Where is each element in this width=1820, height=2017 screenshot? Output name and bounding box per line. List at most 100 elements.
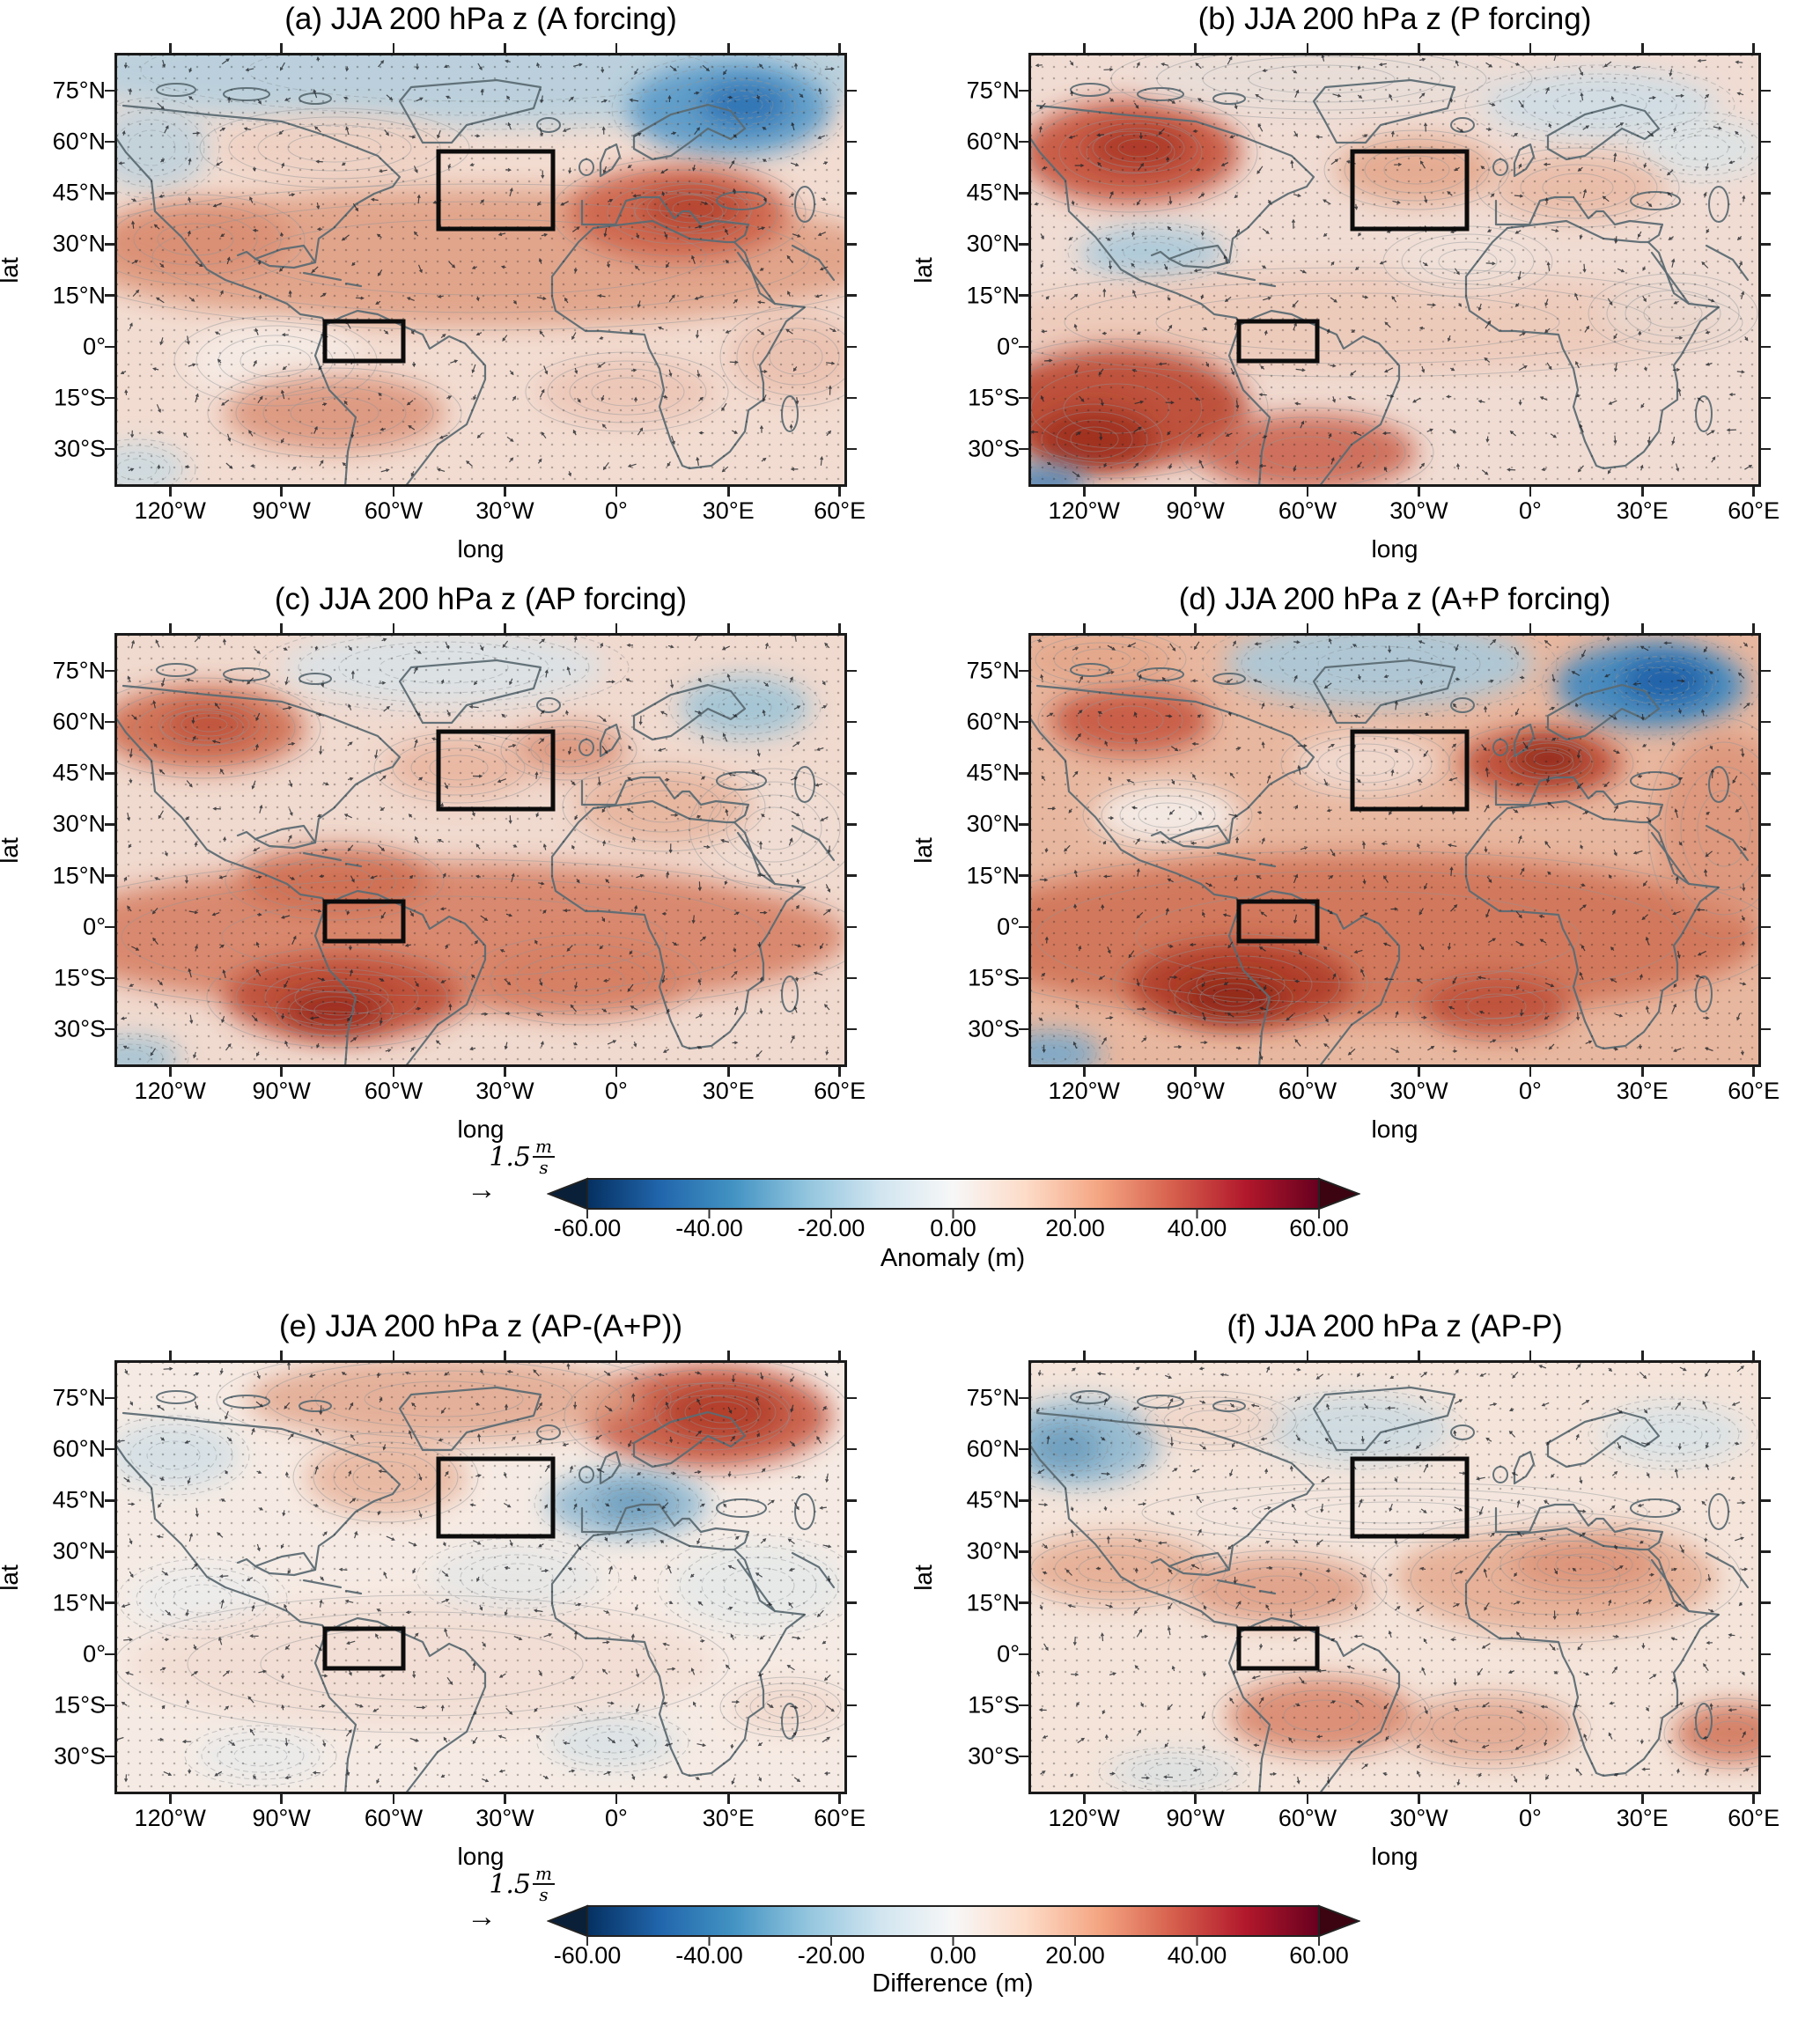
north-atlantic-box <box>1350 149 1470 232</box>
x-tick-mark <box>169 487 172 497</box>
panel-c: (c) JJA 200 hPa z (AP forcing) 120°W 90°W… <box>0 582 866 1143</box>
y-axis-title: lat <box>0 256 23 283</box>
y-tick-label: 15°S <box>54 964 106 991</box>
panel-b-title: (b) JJA 200 hPa z (P forcing) <box>1197 2 1592 36</box>
x-tick-mark <box>1641 623 1644 633</box>
y-tick-label: 15°N <box>966 862 1020 889</box>
x-tick-mark <box>1641 1351 1644 1360</box>
map-f <box>1028 1360 1761 1794</box>
x-tick-label: 0° <box>604 497 628 524</box>
y-tick-mark <box>847 874 857 877</box>
y-tick-label: 75°N <box>52 657 106 684</box>
y-tick-mark <box>105 1601 114 1604</box>
y-tick-label: 45°N <box>966 759 1020 786</box>
y-tick-mark <box>847 976 857 980</box>
x-tick-mark <box>727 43 730 53</box>
x-tick-mark <box>169 623 172 633</box>
y-tick-mark <box>847 1396 857 1400</box>
caribbean-box <box>1236 1626 1320 1671</box>
y-tick-label: 75°N <box>52 1384 106 1411</box>
x-tick-mark <box>1083 623 1086 633</box>
colorbar-tick-label: 0.00 <box>930 1215 976 1241</box>
y-tick-mark <box>847 89 857 92</box>
y-tick-mark <box>1761 1755 1771 1758</box>
x-tick-label: 60°E <box>814 1805 866 1831</box>
y-tick-mark <box>105 1499 114 1502</box>
x-tick-label: 0° <box>1518 1078 1542 1104</box>
x-tick-mark <box>838 1794 841 1804</box>
x-tick-mark <box>1529 487 1532 497</box>
quiver-key-text: 1.5 m s <box>467 1137 555 1176</box>
x-tick-label: 90°W <box>252 1078 311 1104</box>
x-tick-mark <box>838 1351 841 1360</box>
y-tick-mark <box>1761 874 1771 877</box>
y-tick-mark <box>1019 1755 1028 1758</box>
x-tick-label: 90°W <box>1166 497 1225 524</box>
x-tick-label: 60°W <box>1278 1805 1337 1831</box>
x-tick-mark <box>1529 623 1532 633</box>
y-tick-mark <box>1761 1027 1771 1031</box>
x-tick-label: 90°W <box>252 1805 311 1831</box>
y-tick-mark <box>1761 1396 1771 1400</box>
x-tick-mark <box>727 1351 730 1360</box>
x-tick-mark <box>727 487 730 497</box>
x-tick-mark <box>504 623 506 633</box>
y-tick-label: 0° <box>83 1640 106 1667</box>
x-tick-mark <box>280 487 283 497</box>
y-tick-mark <box>1019 140 1028 144</box>
x-tick-mark <box>1306 1067 1309 1077</box>
y-tick-mark <box>1019 1704 1028 1707</box>
y-tick-mark <box>1019 89 1028 92</box>
x-tick-label: 30°E <box>1616 1078 1669 1104</box>
y-tick-label: 30°S <box>968 1742 1020 1770</box>
y-tick-mark <box>105 1704 114 1707</box>
y-tick-mark <box>105 396 114 400</box>
y-tick-mark <box>1761 345 1771 349</box>
x-tick-label: 0° <box>604 1078 628 1104</box>
y-tick-label: 0° <box>997 1640 1020 1667</box>
x-tick-mark <box>1083 43 1086 53</box>
y-tick-mark <box>1019 345 1028 349</box>
y-tick-mark <box>105 720 114 724</box>
x-tick-label: 60°W <box>364 1078 424 1104</box>
map-e <box>114 1360 847 1794</box>
y-tick-mark <box>1019 396 1028 400</box>
x-axis-title: long <box>457 535 505 563</box>
x-tick-mark <box>1529 43 1532 53</box>
x-axis-title: long <box>457 1115 505 1143</box>
x-tick-mark <box>727 1794 730 1804</box>
y-tick-mark <box>1761 720 1771 724</box>
y-tick-mark <box>1761 1550 1771 1553</box>
x-tick-mark <box>1418 623 1420 633</box>
x-tick-mark <box>1306 43 1309 53</box>
y-tick-mark <box>847 1653 857 1656</box>
colorbar-anomaly-caption: Anomaly (m) <box>880 1244 1026 1272</box>
y-tick-label: 15°S <box>54 384 106 411</box>
caribbean-box <box>1236 899 1320 944</box>
y-tick-mark <box>1761 976 1771 980</box>
y-tick-label: 15°N <box>966 282 1020 309</box>
x-tick-label: 30°W <box>1389 1078 1448 1104</box>
x-tick-label: 60°W <box>1278 497 1337 524</box>
map-c <box>114 633 847 1067</box>
x-tick-mark <box>1529 1067 1532 1077</box>
x-tick-mark <box>169 1351 172 1360</box>
y-tick-mark <box>847 925 857 929</box>
x-tick-mark <box>1752 1351 1755 1360</box>
quiver-key-difference: 1.5 m s → <box>467 1865 555 1932</box>
y-tick-label: 30°S <box>54 1742 106 1770</box>
y-tick-mark <box>1019 976 1028 980</box>
x-tick-mark <box>838 487 841 497</box>
y-tick-label: 15°S <box>54 1691 106 1719</box>
colorbar-tick-label: -40.00 <box>675 1942 743 1969</box>
y-tick-mark <box>847 294 857 297</box>
y-tick-mark <box>105 1653 114 1656</box>
x-axis-title: long <box>457 1843 505 1870</box>
y-axis-title: lat <box>0 1564 23 1591</box>
x-tick-mark <box>392 487 395 497</box>
x-tick-mark <box>392 1067 395 1077</box>
panel-c-title: (c) JJA 200 hPa z (AP forcing) <box>274 582 688 616</box>
x-tick-label: 90°W <box>1166 1805 1225 1831</box>
y-tick-mark <box>1019 1601 1028 1604</box>
